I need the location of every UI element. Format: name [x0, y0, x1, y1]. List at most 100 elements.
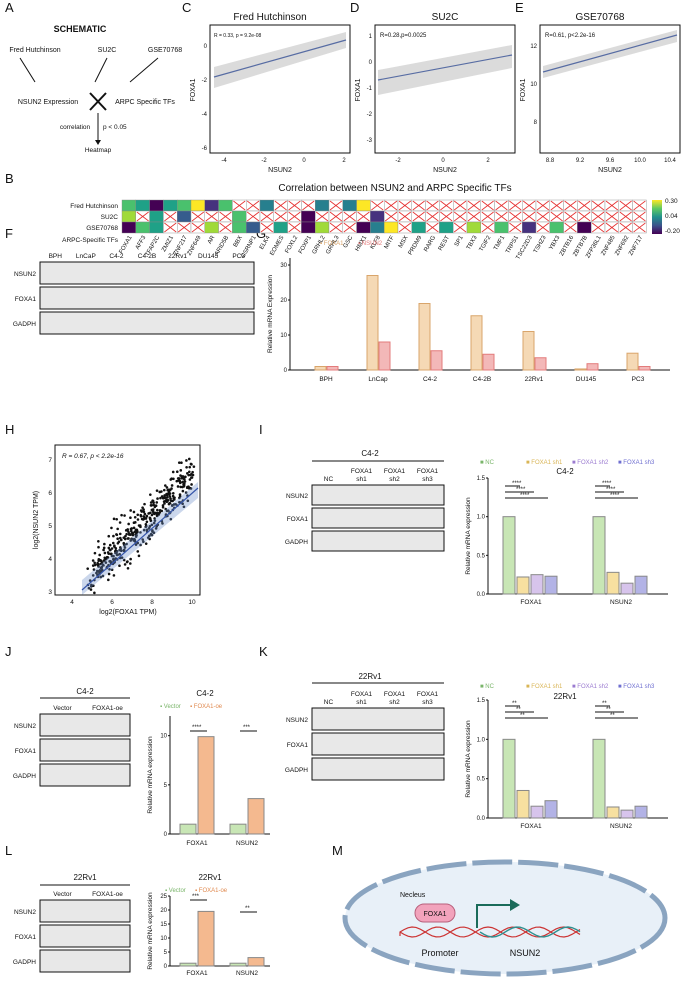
heatmap-cell — [149, 199, 164, 212]
data-point — [89, 588, 93, 591]
data-point — [187, 457, 191, 461]
scatter-stat: R = 0.33, p = 9.2e-08 — [214, 33, 261, 39]
blot-cell-label: C4-2 — [76, 687, 94, 696]
x-tick: -2 — [395, 158, 401, 164]
data-point — [141, 538, 145, 541]
x-tick: 10 — [188, 599, 196, 606]
data-point — [98, 569, 102, 572]
data-point — [183, 478, 186, 481]
heatmap-cross — [619, 211, 632, 222]
data-point — [110, 568, 114, 572]
heatmap-cross — [440, 200, 453, 211]
bar-nsun2 — [430, 350, 443, 371]
data-point — [176, 485, 180, 488]
protein-label: FOXA1 — [424, 911, 447, 918]
heatmap-cross — [619, 200, 632, 211]
lane-label: FOXA1 — [384, 691, 406, 698]
data-point — [164, 507, 168, 511]
y-tick: 1 — [369, 34, 373, 40]
dna-strand-gene — [479, 926, 581, 938]
heatmap-cross — [219, 222, 232, 233]
data-point — [184, 475, 187, 479]
data-point — [144, 525, 148, 529]
data-point — [175, 470, 179, 474]
x-tick: C4-2B — [473, 376, 491, 383]
y-tick: 8 — [534, 120, 538, 126]
data-point — [144, 517, 148, 520]
data-point — [171, 470, 175, 474]
bar-foxa1 — [574, 368, 587, 371]
data-point — [102, 546, 106, 550]
data-point — [190, 483, 193, 486]
data-point — [177, 477, 181, 480]
data-point — [149, 504, 153, 507]
data-point — [171, 499, 174, 503]
heatmap-cross — [384, 211, 398, 222]
data-point — [115, 517, 118, 521]
x-tick: 0 — [302, 158, 306, 164]
data-point — [110, 526, 113, 530]
heatmap-col-label: BBX — [233, 235, 244, 248]
heatmap-col-label: AR — [207, 234, 217, 245]
data-point — [101, 563, 105, 567]
sig-label: ** — [516, 707, 521, 713]
scatter-title: GSE70768 — [576, 12, 625, 23]
data-point — [108, 567, 111, 571]
y-tick: 0 — [204, 44, 208, 50]
heatmap-cross — [495, 211, 508, 222]
heatmap-cross — [591, 200, 605, 211]
sig-label: ** — [602, 701, 607, 707]
legend-label: ■ FOXA1 sh1 — [526, 684, 563, 690]
blot-frame — [39, 924, 131, 948]
data-point — [142, 510, 146, 514]
heatmap-cell — [370, 221, 385, 234]
x-tick: DU145 — [576, 376, 597, 383]
x-tick: FOXA1 — [520, 823, 542, 830]
lane-label: FOXA1 — [417, 468, 439, 475]
data-point — [129, 557, 132, 561]
heatmap-cell — [549, 221, 564, 234]
blot-frame — [311, 707, 445, 731]
y-tick: 1.0 — [477, 737, 486, 743]
legend-label: ■ FOXA1 sh3 — [618, 460, 655, 466]
x-tick: FOXA1 — [186, 970, 208, 977]
heatmap-cross — [536, 200, 550, 211]
schematic-source: GSE70768 — [148, 47, 182, 54]
data-point — [165, 486, 169, 489]
heatmap-cell — [121, 221, 137, 234]
heatmap-cell — [121, 210, 137, 223]
data-point — [166, 496, 169, 499]
bar-oe — [197, 910, 215, 967]
data-point — [126, 566, 130, 570]
blot-frame — [39, 713, 131, 737]
x-tick: 2 — [486, 158, 490, 164]
data-point — [133, 538, 137, 542]
schematic-left: NSUN2 Expression — [18, 99, 78, 106]
data-point — [93, 561, 96, 565]
y-tick: 30 — [280, 263, 287, 269]
colorbar-tick: -0.20 — [665, 228, 680, 235]
heatmap-cross — [136, 211, 149, 222]
heatmap-col-label: SP1 — [454, 234, 465, 247]
data-point — [136, 550, 140, 553]
legend-label: ■ NC — [480, 460, 495, 466]
heatmap-cross — [164, 222, 177, 233]
heatmap-cell — [176, 199, 192, 212]
heatmap-cross — [426, 211, 439, 222]
heatmap-cross — [550, 200, 563, 211]
sig-label: **** — [516, 487, 526, 493]
data-point — [129, 516, 132, 520]
data-point — [170, 477, 173, 481]
lane-label: NC — [324, 476, 334, 483]
panel-label-L: L — [5, 843, 12, 858]
heatmap-cross — [205, 211, 218, 222]
data-point — [127, 537, 130, 540]
y-tick: 0 — [164, 964, 168, 970]
heatmap-cell — [204, 199, 219, 212]
blot-row-label: NSUN2 — [14, 909, 36, 916]
x-tick: -4 — [221, 158, 227, 164]
heatmap-cross — [453, 211, 467, 222]
scatter-stat: R=0.28,p=0.0025 — [380, 33, 427, 39]
y-label: FOXA1 — [520, 78, 527, 101]
x-tick: -2 — [261, 158, 267, 164]
